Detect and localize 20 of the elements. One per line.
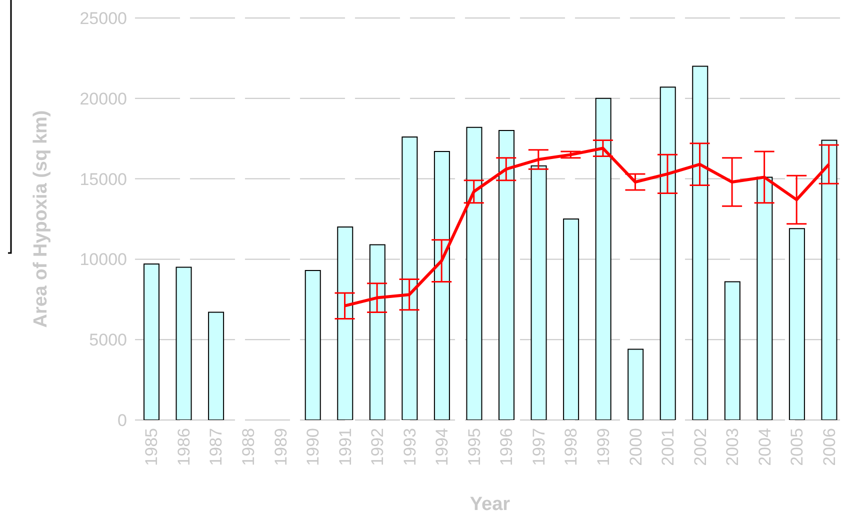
bar: [369, 244, 386, 420]
bar: [498, 130, 514, 420]
bar: [337, 226, 354, 420]
bar: [724, 281, 740, 420]
bar: [144, 264, 160, 420]
bar: [434, 150, 450, 420]
bar: [660, 86, 676, 420]
bar: [756, 176, 773, 420]
bar: [208, 312, 224, 420]
bar: [788, 228, 805, 420]
bar: [402, 136, 418, 420]
bar: [595, 98, 612, 420]
bar: [176, 266, 192, 420]
bar: [304, 270, 321, 420]
bar: [563, 218, 580, 420]
bar: [530, 165, 547, 420]
bar: [628, 348, 644, 420]
bar: [821, 140, 838, 420]
bar: [692, 66, 708, 420]
bar: [466, 126, 482, 420]
